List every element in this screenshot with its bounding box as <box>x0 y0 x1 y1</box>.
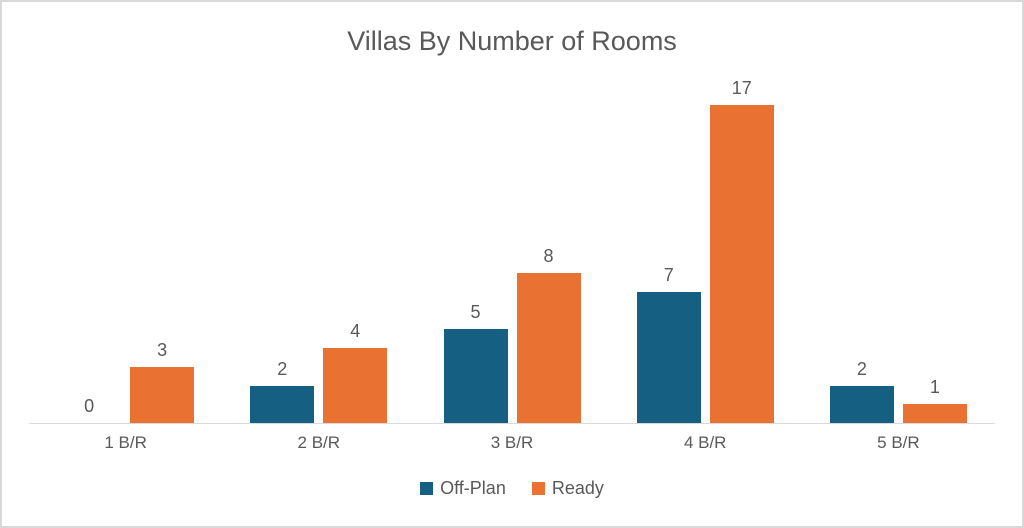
bar-ready-4-b-r <box>709 105 774 423</box>
bar-off-plan-3-b-r <box>443 329 508 423</box>
bar-ready-2-b-r <box>323 348 388 423</box>
bar-ready-5-b-r <box>902 404 967 423</box>
bar-ready-1-b-r <box>130 367 195 423</box>
x-label-4-b-r: 4 B/R <box>683 433 727 452</box>
bar-ready-3-b-r <box>516 273 581 423</box>
bar-column-ready-3-b-r: 8 <box>516 246 581 423</box>
bar-column-off-plan-4-b-r: 7 <box>636 265 701 423</box>
bar-column-ready-4-b-r: 17 <box>709 78 774 423</box>
x-label-3-b-r: 3 B/R <box>490 433 534 452</box>
bar-column-ready-2-b-r: 4 <box>323 321 388 423</box>
data-label-off-plan-3-b-r: 5 <box>470 302 481 322</box>
bar-column-off-plan-1-b-r: 0 <box>57 396 121 423</box>
bar-column-off-plan-5-b-r: 2 <box>829 359 894 423</box>
bar-off-plan-4-b-r <box>636 292 701 423</box>
bar-column-off-plan-2-b-r: 2 <box>250 359 315 423</box>
legend-swatch-ready <box>531 482 545 495</box>
bar-off-plan-2-b-r <box>250 386 315 423</box>
bar-group-4-b-r: 7 17 <box>609 78 802 423</box>
legend: Off-Plan Ready <box>2 478 1022 499</box>
data-label-ready-5-b-r: 1 <box>929 377 940 397</box>
legend-swatch-off-plan <box>420 482 434 495</box>
bar-column-ready-1-b-r: 3 <box>130 340 195 423</box>
data-label-ready-2-b-r: 4 <box>350 321 361 341</box>
data-label-ready-4-b-r: 17 <box>731 78 752 98</box>
bar-off-plan-5-b-r <box>829 386 894 423</box>
x-label-2-b-r: 2 B/R <box>297 433 341 452</box>
legend-item-ready: Ready <box>531 478 604 499</box>
data-label-off-plan-5-b-r: 2 <box>856 359 867 379</box>
data-label-ready-3-b-r: 8 <box>543 246 554 266</box>
bar-column-off-plan-3-b-r: 5 <box>443 302 508 423</box>
x-axis-labels: 1 B/R 2 B/R 3 B/R 4 B/R 5 B/R <box>29 432 995 454</box>
legend-label-ready: Ready <box>551 478 604 498</box>
data-label-ready-1-b-r: 3 <box>157 340 168 360</box>
data-label-off-plan-1-b-r: 0 <box>84 396 95 416</box>
data-label-off-plan-4-b-r: 7 <box>663 265 674 285</box>
data-label-off-plan-2-b-r: 2 <box>277 359 288 379</box>
x-label-1-b-r: 1 B/R <box>104 433 147 452</box>
plot-area: 0 3 2 4 5 8 7 17 2 1 <box>29 58 995 424</box>
chart-title: Villas By Number of Rooms <box>347 26 677 56</box>
x-label-5-b-r: 5 B/R <box>877 433 920 452</box>
legend-item-off-plan: Off-Plan <box>420 478 506 499</box>
legend-label-off-plan: Off-Plan <box>440 478 506 498</box>
bar-column-ready-5-b-r: 1 <box>902 377 967 423</box>
